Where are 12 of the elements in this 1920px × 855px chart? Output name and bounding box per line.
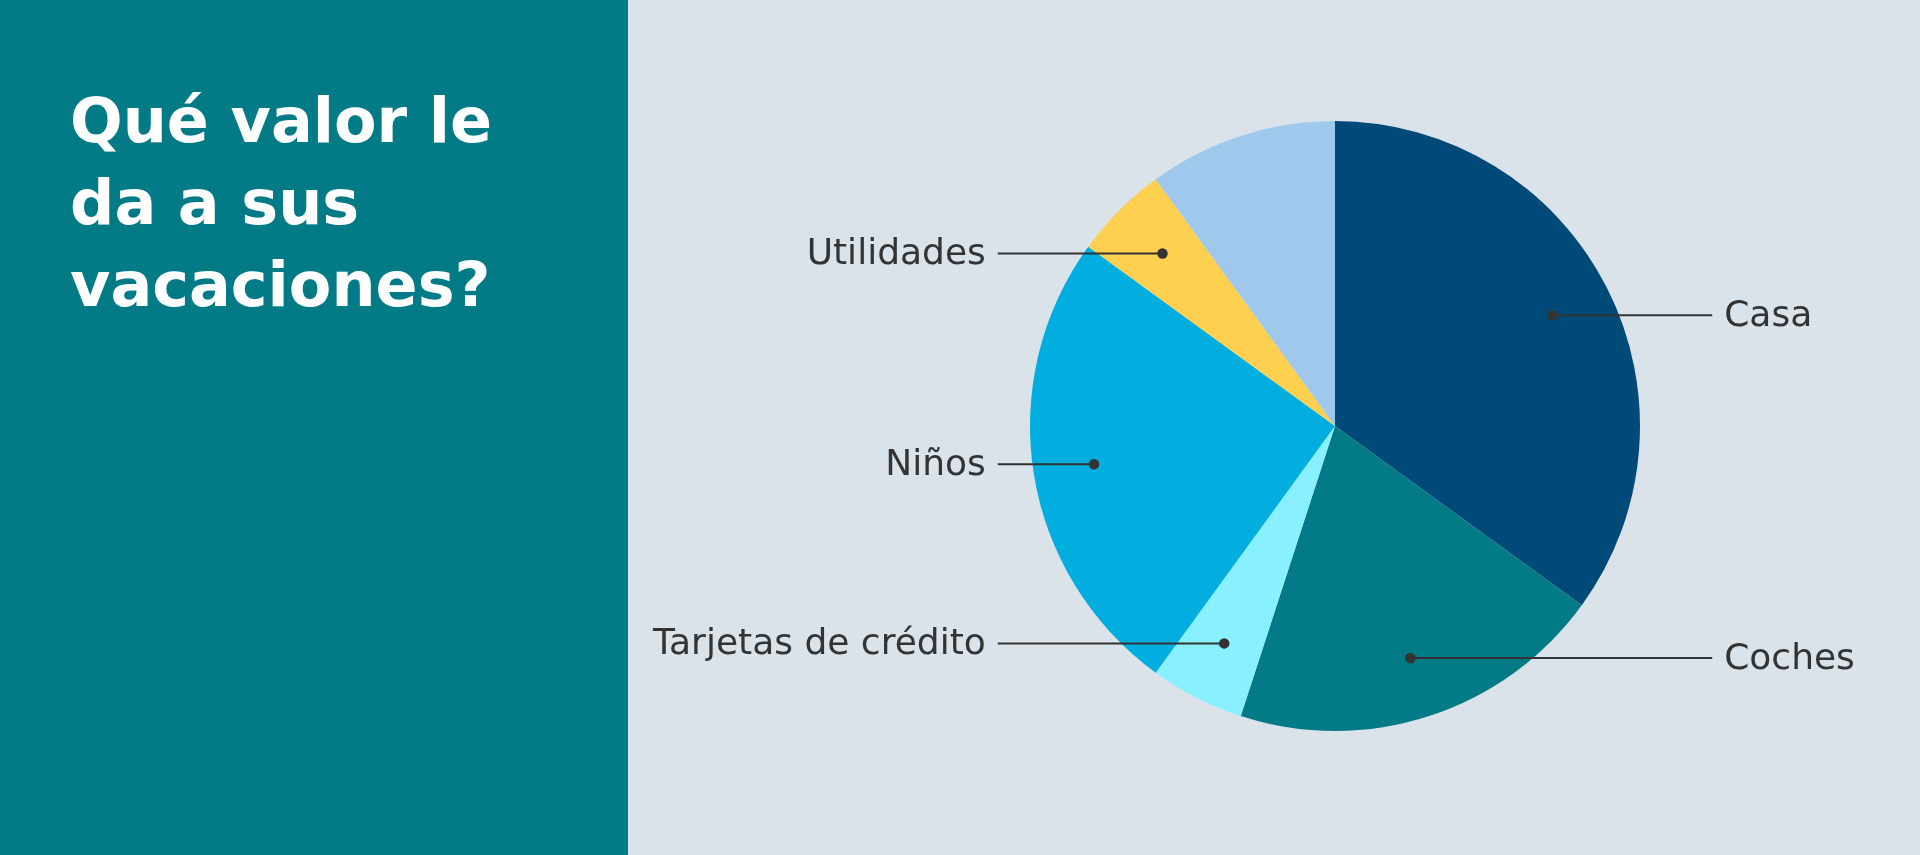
- slice-label: Casa: [1724, 293, 1813, 335]
- pie-slice: [1088, 179, 1335, 426]
- pie-slice: [1030, 246, 1335, 673]
- pie-slice: [1155, 426, 1335, 717]
- slice-label: Niños: [885, 442, 986, 484]
- text: Qué valor le da a sus vacaciones?: [70, 83, 494, 323]
- slice-label: Coches: [1724, 636, 1855, 678]
- pie-slice: [1335, 121, 1640, 606]
- slice-label: Utilidades: [806, 231, 986, 273]
- slice-label: Tarjetas de crédito: [651, 621, 986, 663]
- pie-slice: [1155, 121, 1335, 426]
- pie-slice: [1240, 426, 1582, 731]
